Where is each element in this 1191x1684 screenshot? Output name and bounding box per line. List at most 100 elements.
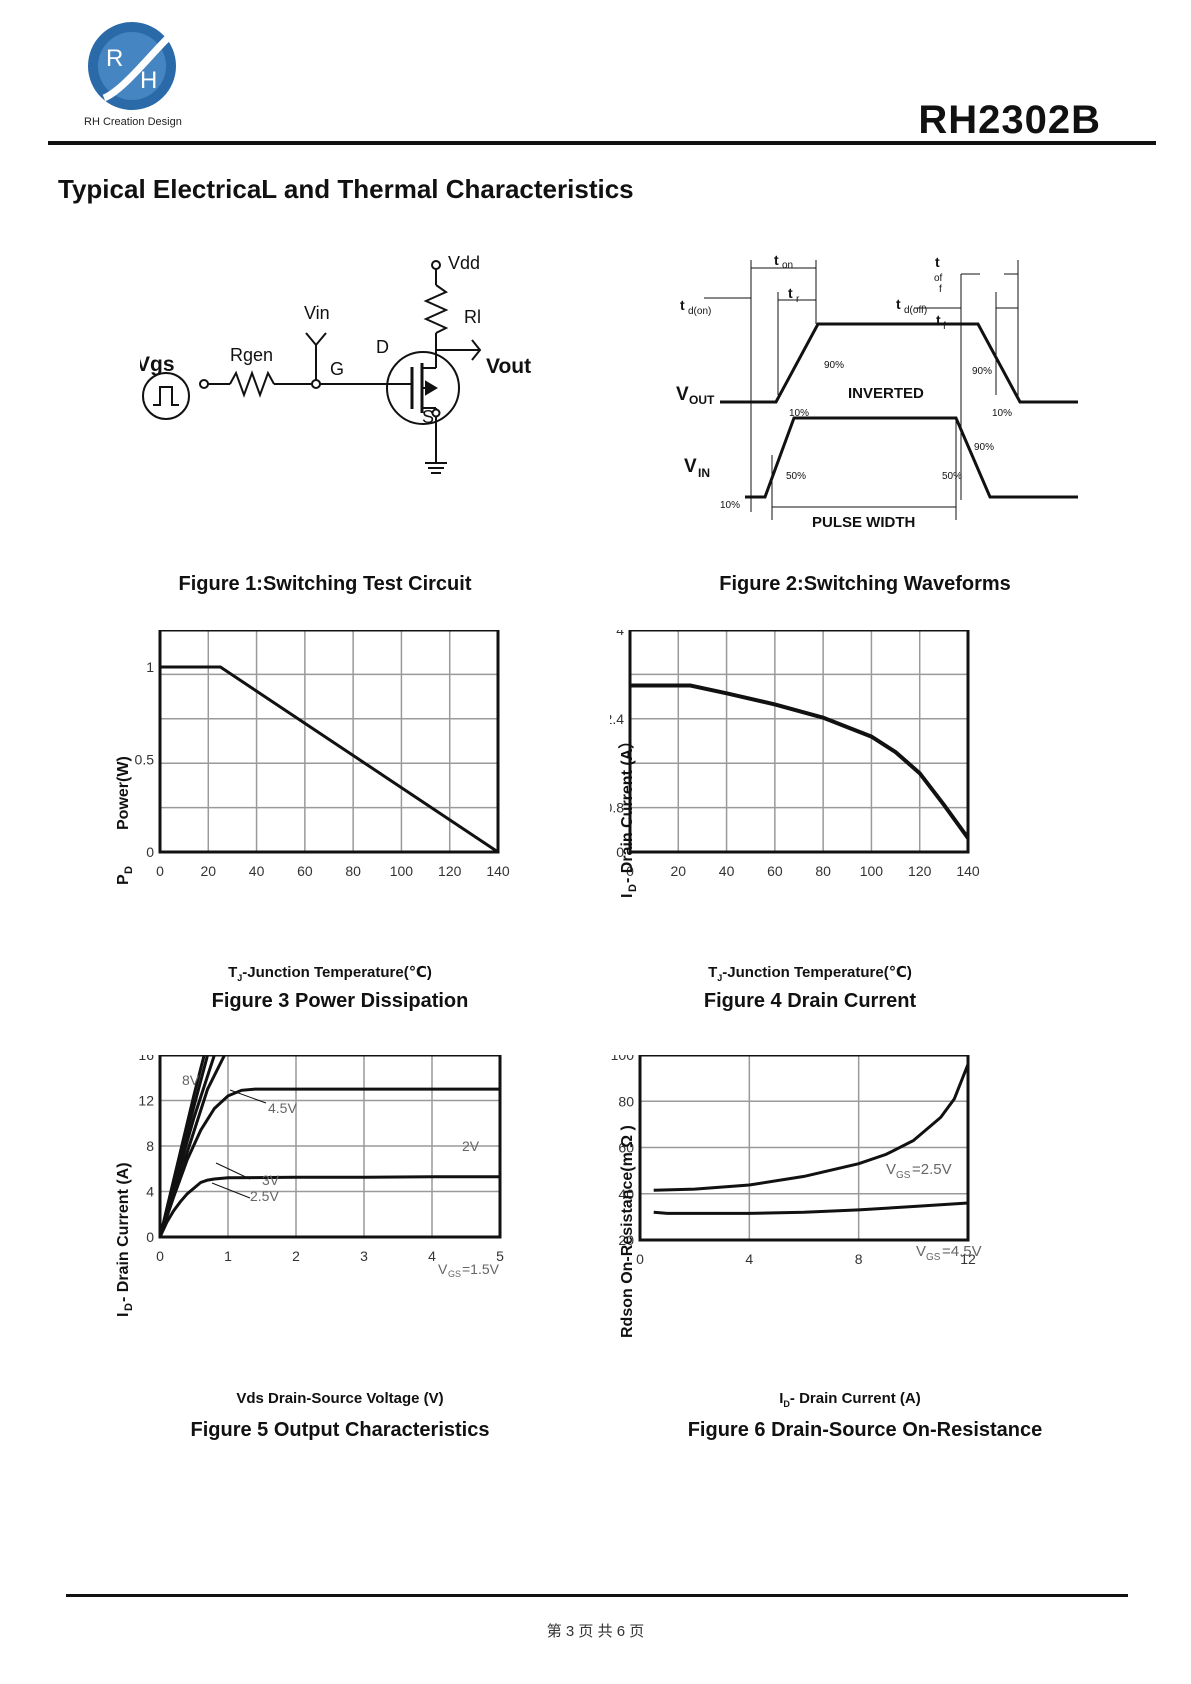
label-vout-wave-sub: OUT: [689, 393, 715, 407]
fig3-ylabel-main: P: [115, 874, 132, 885]
figure1-caption: Figure 1:Switching Test Circuit: [178, 573, 472, 595]
power-dissipation-chart: 0 20 40 60 80 100 120 140 0 0.5 1 P D Power(W): [115, 630, 510, 885]
y-tick-label: 4: [616, 630, 624, 638]
label-pulse-width: PULSE WIDTH: [812, 514, 915, 531]
fig6-xlabel-sub: D: [783, 1399, 790, 1409]
x-tick-label: 20: [200, 863, 216, 879]
drain-current-chart: 0 20 40 60 80 100 120 140 0 0.8 2.4 4 I D - Drain C…: [610, 630, 980, 898]
figure3-caption: Figure 3 Power Dissipation: [211, 990, 469, 1012]
y-tick-label: 80: [618, 1093, 634, 1109]
label-vin-wave-sub: IN: [698, 466, 710, 480]
switching-waveforms: t on t r t d(on) t d(off) t of f t f V O…: [676, 252, 1078, 531]
x-tick-label: 0: [636, 1251, 644, 1267]
y-tick-label: 0: [146, 844, 154, 860]
x-tick-label: 8: [855, 1251, 863, 1267]
y-tick-label: 40: [618, 1186, 634, 1202]
label-vout: Vout: [486, 355, 531, 378]
y-tick-label: 0.5: [135, 752, 155, 768]
x-tick-label: 40: [249, 863, 265, 879]
logo-caption: RH Creation Design: [84, 116, 182, 128]
logo-letter-r: R: [106, 45, 123, 72]
label-rgen: Rgen: [230, 345, 273, 365]
logo-letter-h: H: [140, 67, 157, 94]
x-tick-label: 40: [719, 863, 735, 879]
fig6-label-45-rest: =4.5V: [942, 1243, 982, 1260]
series-curve-2v: [158, 1087, 500, 1238]
fig4-ylabel-sub: D: [627, 884, 639, 892]
fig4-grid: [630, 630, 968, 852]
fig5-label-2v: 2V: [462, 1138, 480, 1154]
y-tick-label: 12: [138, 1093, 154, 1109]
label-tf: t: [936, 312, 941, 328]
fig3-frame: [158, 630, 500, 854]
fig6-curves: [653, 1063, 970, 1215]
label-tdon-sub: d(on): [688, 306, 711, 317]
fig5-label-vgs-rest: =1.5V: [462, 1261, 500, 1277]
fig6-frame: [638, 1055, 970, 1242]
pct-10b: 10%: [992, 408, 1012, 419]
fig4-xlabel-rest: -Junction Temperature(℃): [722, 964, 912, 981]
fig6-label-45-sub: GS: [926, 1252, 941, 1263]
on-resistance-chart: 0 4 8 12 20 40 60 80 100 V GS =2.5V V GS =4.5V R…: [611, 1055, 982, 1338]
label-tdoff: t: [896, 296, 901, 312]
fig5-grid: [160, 1055, 500, 1237]
section-title: Typical ElectricaL and Thermal Character…: [58, 174, 634, 204]
label-vin-wave: V: [684, 456, 697, 477]
x-tick-label: 1: [224, 1248, 232, 1264]
label-tr-sub: r: [796, 294, 800, 305]
label-tf-sub: f: [943, 321, 946, 332]
fig4-xlabel-sub: J: [717, 973, 723, 983]
fig3-ylabel-sub: D: [123, 866, 135, 874]
fig6-label-25-rest: =2.5V: [912, 1161, 952, 1178]
fig5-label-4-5v: 4.5V: [268, 1100, 297, 1116]
fig6-xlabel-main: I: [779, 1390, 784, 1407]
label-ton-sub: on: [782, 260, 793, 271]
header-rule: [48, 141, 1156, 145]
pct-90c: 90%: [974, 442, 994, 453]
fig5-label-2-5v: 2.5V: [250, 1188, 279, 1204]
footer-page-number: 第 3 页 共 6 页: [546, 1623, 645, 1640]
y-tick-label: 60: [618, 1140, 634, 1156]
fig3-xlabel: TJ-Junction Temperature(℃): [130, 963, 530, 983]
label-vin: Vin: [304, 303, 330, 323]
x-tick-label: 0: [626, 863, 634, 879]
y-tick-label: 100: [611, 1055, 635, 1063]
fig5-curves: [158, 1055, 500, 1238]
label-g: G: [330, 359, 344, 379]
fig5-xlabel: Vds Drain-Source Voltage (V): [236, 1390, 444, 1407]
fig4-curve: [630, 683, 970, 840]
fig5-ylabel-main: I: [115, 1313, 132, 1317]
y-tick-label: 0.8: [610, 800, 624, 816]
fig5-label-vgs-sub: GS: [448, 1269, 461, 1279]
pct-10a: 10%: [789, 408, 809, 419]
series-curve-vgs-4-5v: [653, 1201, 969, 1215]
pct-90a: 90%: [824, 360, 844, 371]
x-tick-label: 100: [860, 863, 884, 879]
y-tick-label: 4: [146, 1184, 154, 1200]
figure4-caption: Figure 4 Drain Current: [703, 990, 917, 1012]
label-toff: t: [935, 254, 940, 270]
fig5-ylabel-rest: - Drain Current (A): [115, 1162, 132, 1302]
fig5-label-8v: 8V: [182, 1072, 200, 1088]
footer-rule: [66, 1594, 1128, 1597]
fig3-ylabel-rest: Power(W): [115, 756, 132, 830]
series-curve-vgs-2-5v: [653, 1063, 970, 1192]
fig5-ylabel-sub: D: [123, 1303, 135, 1311]
figure6-caption: Figure 6 Drain-Source On-Resistance: [687, 1419, 1043, 1441]
fig6-xlabel-rest: - Drain Current (A): [789, 1390, 921, 1407]
fig6-grid: [640, 1055, 968, 1240]
fig3-curve: [160, 665, 499, 854]
label-vout-wave: V: [676, 384, 689, 405]
label-tdoff-sub: d(off): [904, 305, 927, 316]
fig5-label-3v: 3V: [262, 1172, 280, 1188]
x-tick-label: 120: [908, 863, 932, 879]
y-tick-label: 8: [146, 1138, 154, 1154]
x-tick-label: 80: [815, 863, 831, 879]
x-tick-label: 4: [428, 1248, 436, 1264]
series-curve-vgs-1-5v: [158, 1175, 500, 1238]
pct-50b: 50%: [942, 471, 962, 482]
fig3-xlabel-prefix: T: [228, 964, 238, 981]
x-tick-label: 12: [960, 1251, 976, 1267]
pct-10c: 10%: [720, 500, 740, 511]
